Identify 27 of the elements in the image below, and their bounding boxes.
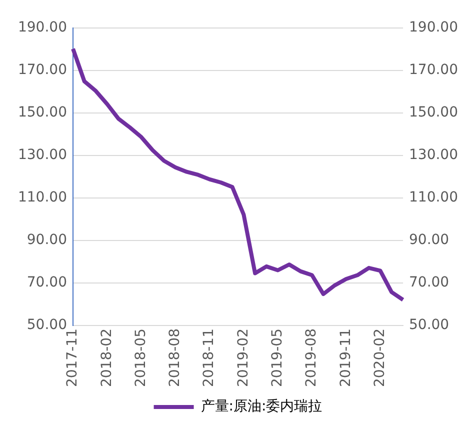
- x-tick-label: 2020-02: [372, 328, 388, 388]
- y2-tick-label: 190.00: [409, 20, 458, 36]
- y-tick-label: 170.00: [18, 62, 67, 78]
- y-tick-label: 90.00: [26, 232, 67, 248]
- y-tick-label: 70.00: [26, 274, 67, 291]
- x-tick-label: 2018-08: [167, 328, 184, 388]
- y2-tick-label: 110.00: [409, 190, 458, 206]
- y-tick-label: 130.00: [18, 147, 67, 164]
- y2-tick-label: 150.00: [409, 104, 458, 121]
- x-tick-label: 2018-05: [132, 328, 149, 388]
- x-tick-label: 2018-02: [98, 328, 115, 388]
- legend-label: 产量:原油:委内瑞拉: [200, 398, 322, 415]
- y-tick-label: 50.00: [26, 317, 67, 334]
- y-tick-label: 190.00: [18, 20, 67, 36]
- x-tick-label: 2019-05: [269, 328, 286, 388]
- y2-tick-label: 130.00: [409, 147, 458, 164]
- y2-tick-label: 90.00: [409, 232, 450, 248]
- y2-tick-label: 50.00: [409, 317, 450, 334]
- y-tick-label: 110.00: [18, 190, 67, 206]
- x-tick-label: 2019-08: [304, 328, 320, 388]
- x-tick-label: 2019-02: [235, 328, 252, 388]
- y2-tick-label: 70.00: [409, 274, 450, 291]
- x-tick-label: 2017-11: [64, 328, 81, 388]
- y-tick-label: 150.00: [18, 104, 67, 121]
- y2-tick-label: 170.00: [409, 62, 458, 78]
- x-tick-label: 2018-11: [201, 328, 218, 388]
- x-tick-label: 2019-11: [338, 328, 354, 388]
